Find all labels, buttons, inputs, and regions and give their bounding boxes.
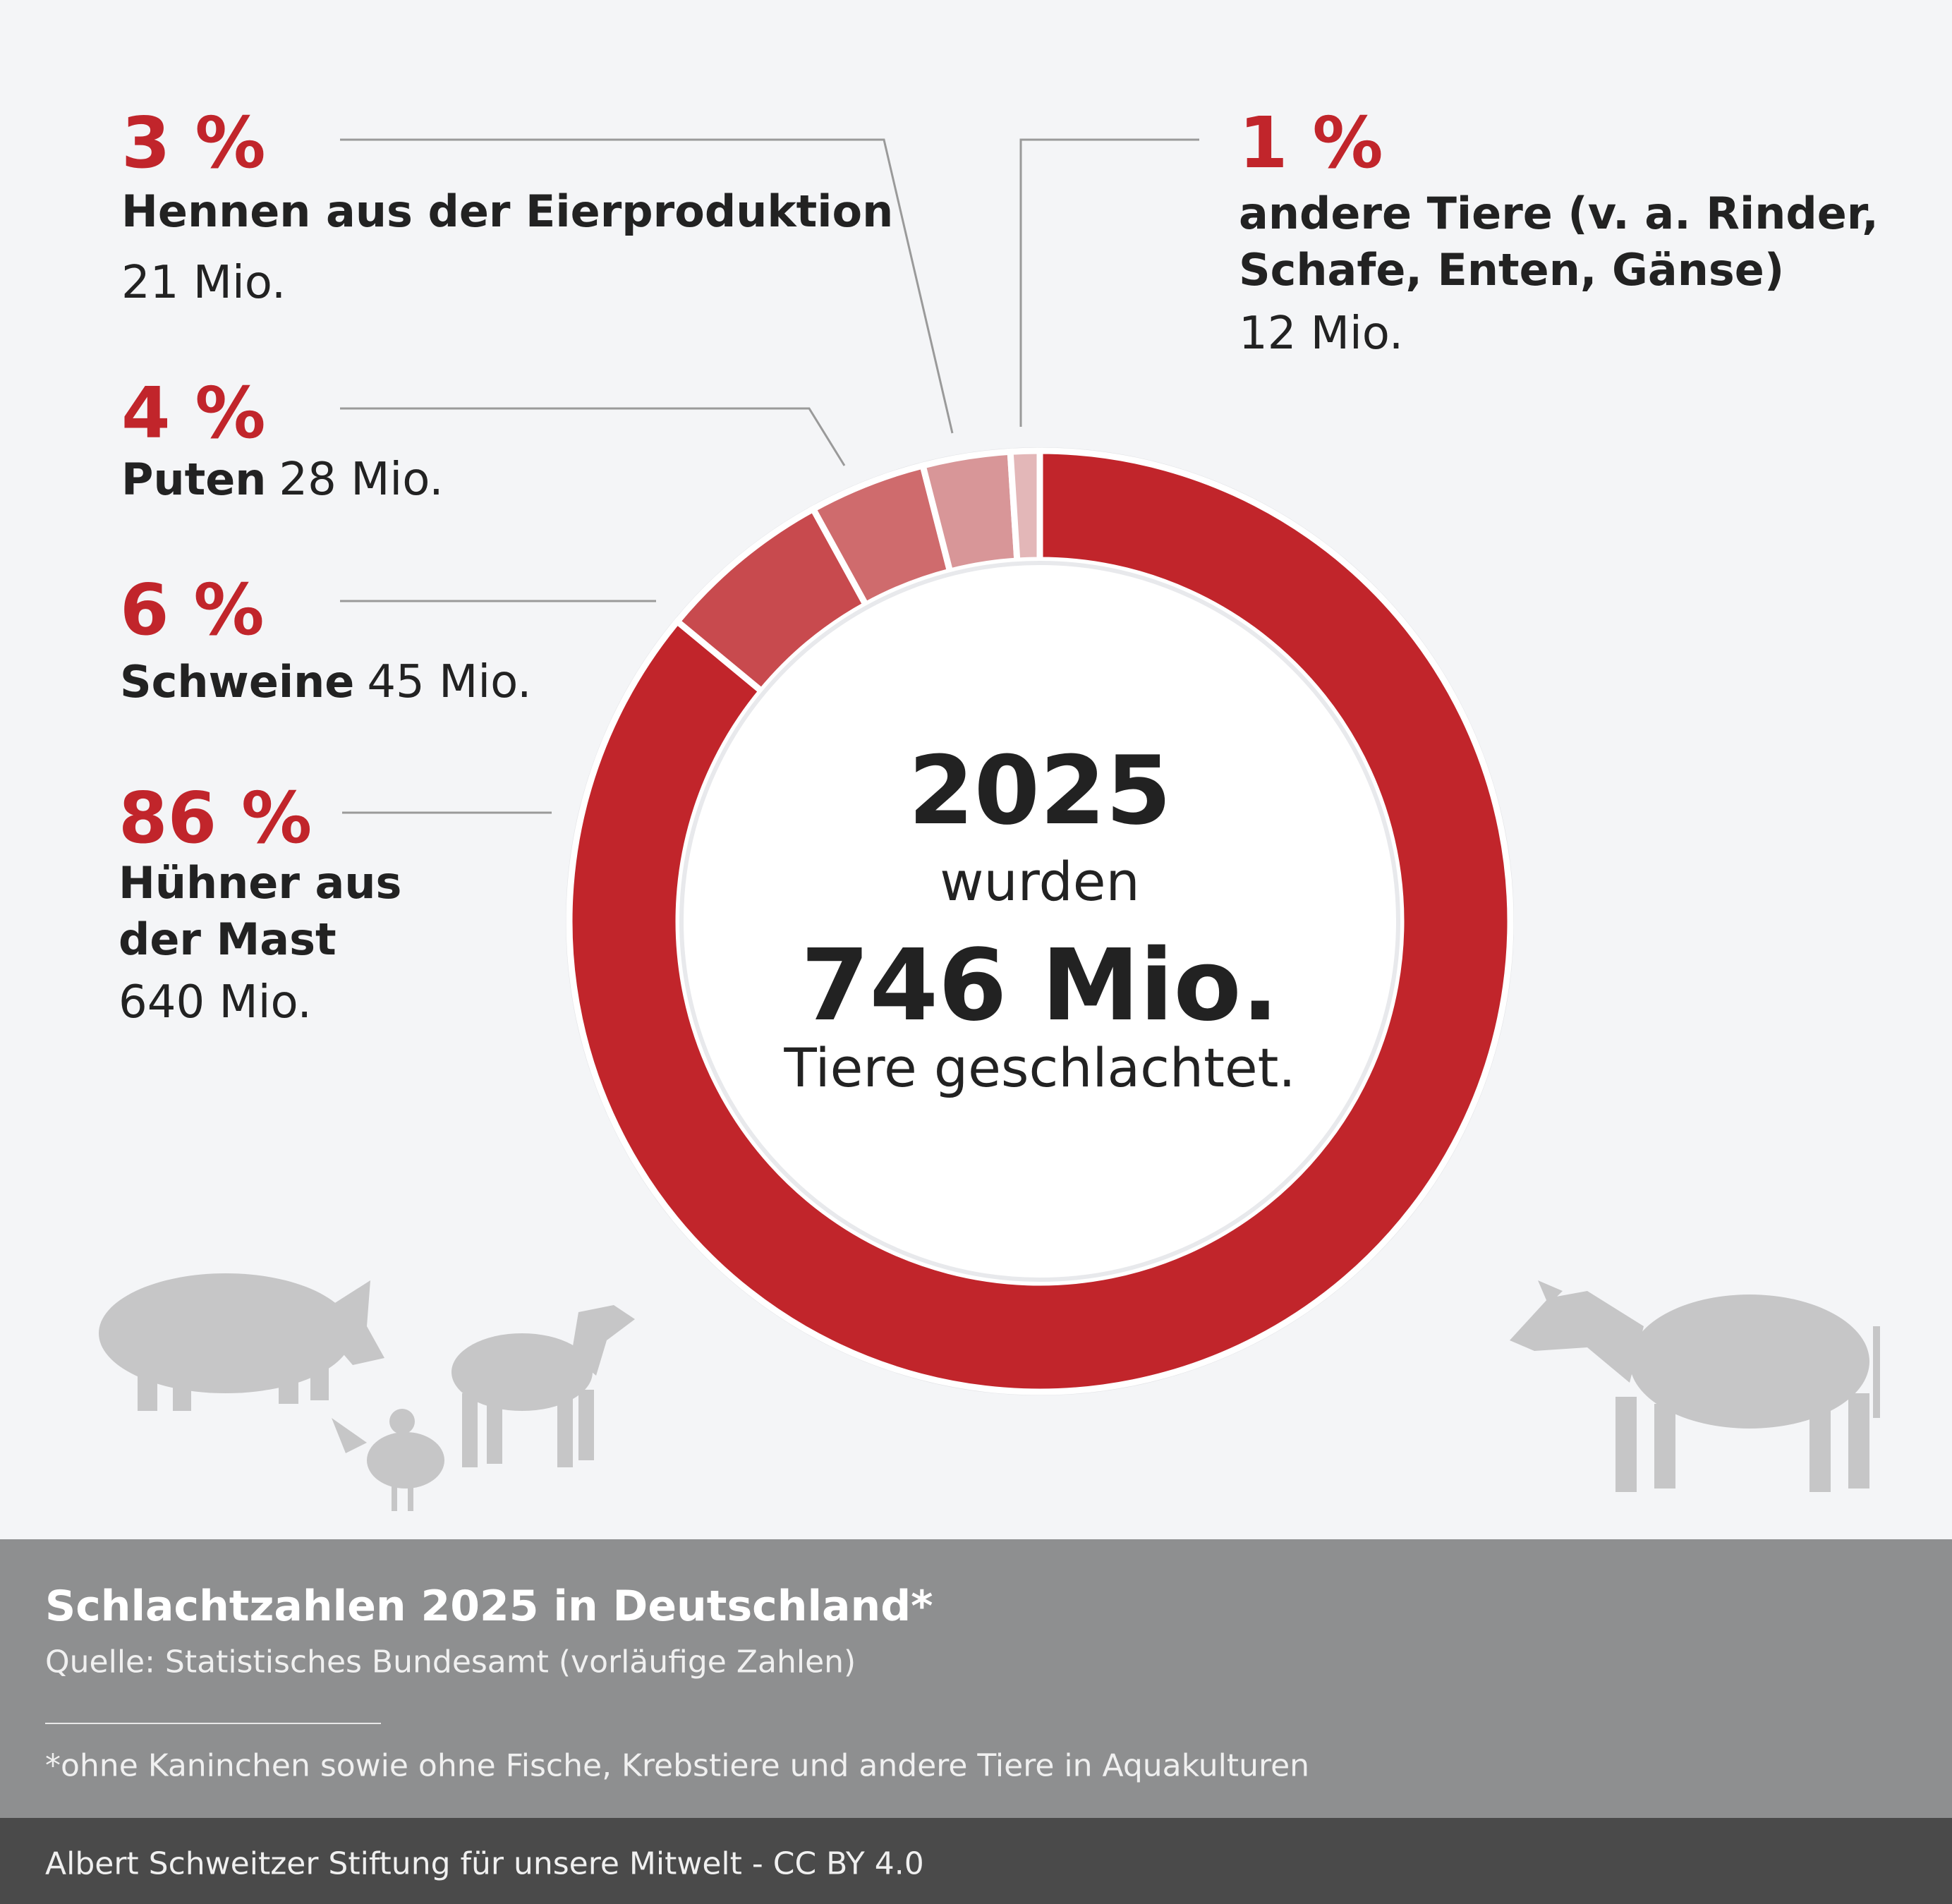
category-label: Hennen aus der Eierproduktion xyxy=(121,186,894,237)
category-label: andere Tiere (v. a. Rinder, Schafe, Ente… xyxy=(1239,188,1879,296)
footer-band xyxy=(0,1539,1952,1818)
count-label: 640 Mio. xyxy=(119,976,312,1029)
category-label: Hühner aus der Mast xyxy=(119,857,402,965)
count-label: 21 Mio. xyxy=(121,257,286,309)
percent-label: 86 % xyxy=(119,777,313,859)
count-label: 28 Mio. xyxy=(279,454,444,506)
label-row: Schweine 45 Mio. xyxy=(120,654,531,710)
percent-label: 1 % xyxy=(1239,102,1383,184)
leader-lines xyxy=(340,138,1199,814)
footnote: *ohne Kaninchen sowie ohne Fische, Krebs… xyxy=(45,1747,1310,1784)
center-year: 2025 xyxy=(908,736,1172,846)
percent-label: 6 % xyxy=(120,569,265,651)
percent-label: 4 % xyxy=(121,372,266,454)
credit-band xyxy=(0,1818,1952,1904)
center-total: 746 Mio. xyxy=(801,928,1279,1043)
chart-title: Schlachtzahlen 2025 in Deutschland* xyxy=(45,1582,933,1631)
percent-label: 3 % xyxy=(121,102,266,184)
count-label: 12 Mio. xyxy=(1239,308,1404,360)
donut-slice xyxy=(566,447,1514,1395)
category-label: Puten xyxy=(121,454,267,505)
source: Quelle: Statistisches Bundesamt (vorläuf… xyxy=(45,1644,856,1680)
inner-disc xyxy=(679,561,1400,1282)
center-text: wurden xyxy=(940,850,1140,913)
animal-silhouettes xyxy=(99,1273,1880,1511)
label-row: Puten 28 Mio. xyxy=(121,451,444,508)
donut-slice xyxy=(1007,447,1043,564)
credit: Albert Schweitzer Stiftung für unsere Mi… xyxy=(45,1845,924,1882)
center-text: Tiere geschlachtet. xyxy=(784,1036,1296,1099)
count-label: 45 Mio. xyxy=(367,656,532,708)
category-label: Schweine xyxy=(120,656,355,708)
